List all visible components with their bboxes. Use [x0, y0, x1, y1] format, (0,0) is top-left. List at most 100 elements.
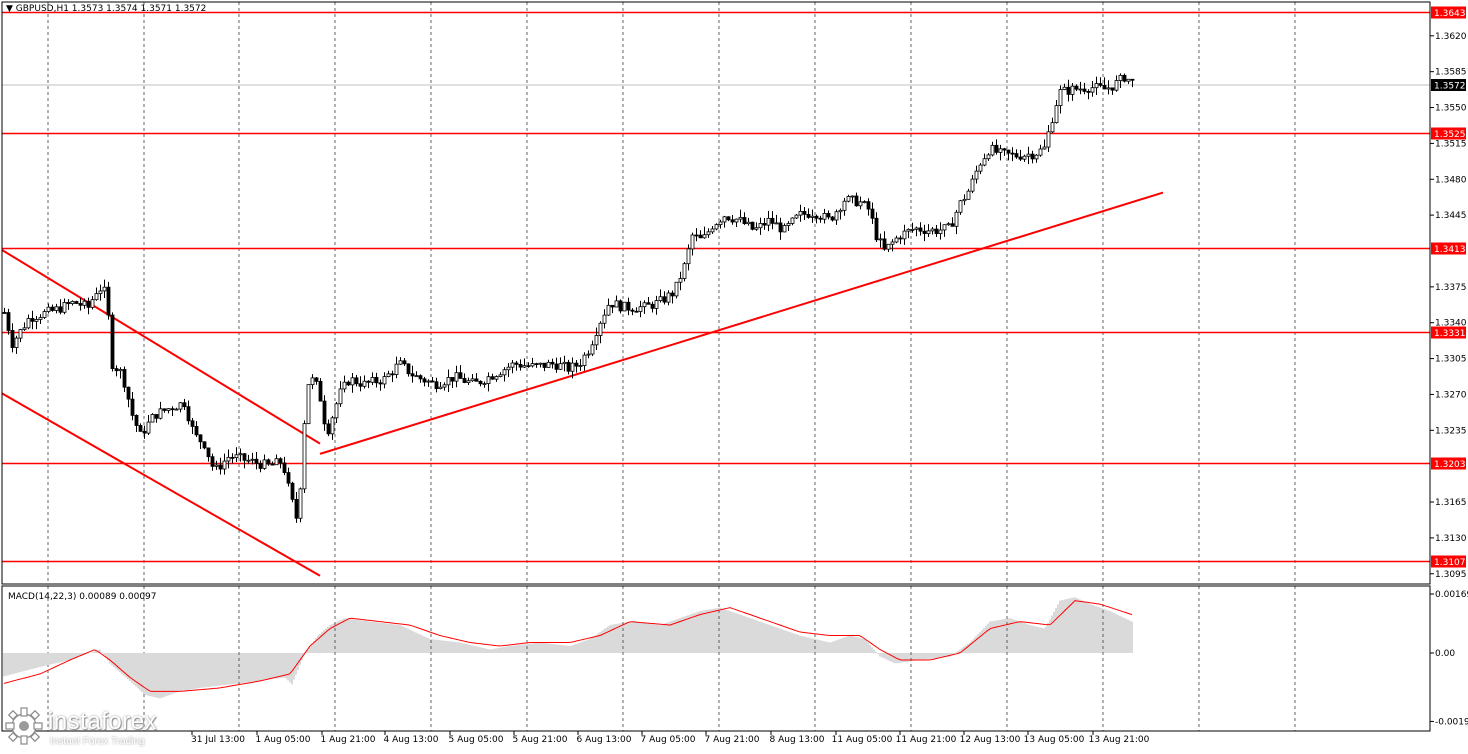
candle-body [974, 170, 979, 180]
level-label: 1.3107 [1434, 558, 1466, 568]
price-tick-label: 1.3480 [1435, 175, 1467, 185]
candle-body [362, 380, 367, 387]
candle-body [834, 211, 839, 221]
candle-body [950, 223, 955, 227]
candle-body [562, 361, 567, 365]
candle-body [1114, 80, 1119, 91]
candle-body [1054, 105, 1059, 124]
candle-body [518, 363, 523, 368]
candle-body [566, 361, 571, 372]
candle-body [894, 237, 899, 243]
candle-body [650, 303, 655, 309]
candle-body [414, 375, 419, 378]
macd-tick-label: -0.00196 [1435, 717, 1468, 727]
macd-tick-label: 0.00169 [1435, 590, 1468, 600]
candle-body [342, 381, 347, 390]
candle-body [482, 383, 487, 386]
candle-body [1002, 148, 1007, 151]
level-label: 1.3525 [1434, 130, 1466, 140]
candle-body [510, 362, 515, 368]
logo-tagline: Instant Forex Trading [50, 736, 145, 747]
candle-body [630, 309, 635, 312]
candle-body [618, 300, 623, 312]
candle-body [714, 224, 719, 230]
candle-body [662, 296, 667, 303]
candle-body [862, 201, 867, 203]
candle-body [578, 365, 583, 367]
time-axis[interactable]: 31 Jul 13:00 1 Aug 05:00 1 Aug 21:00 4 Aug … [191, 731, 1150, 745]
candle-body [146, 421, 151, 434]
candle-body [54, 306, 59, 311]
candle-body [26, 318, 31, 329]
candle-body [262, 459, 267, 469]
candle-body [1078, 88, 1083, 91]
candle-body [1046, 131, 1051, 148]
horizontal-levels [2, 11, 1430, 563]
candle-body [86, 300, 91, 308]
candle-body [810, 215, 815, 218]
candle-body [654, 300, 659, 309]
candle-body [1082, 88, 1087, 92]
price-axis[interactable]: 1.3620 1.3585 1.3550 1.3515 1.3480 1.3445 1.33… [1430, 32, 1467, 580]
candle-body [746, 221, 751, 225]
candle-body [334, 403, 339, 419]
candle-body [918, 227, 923, 232]
candle-body [66, 301, 71, 305]
candle-body [530, 363, 535, 367]
candle-body [210, 456, 215, 467]
candle-body [294, 498, 299, 519]
candle-body [958, 200, 963, 213]
candle-body [786, 223, 791, 226]
candle-body [826, 213, 831, 218]
candle-body [42, 311, 47, 319]
candle-body [38, 317, 43, 320]
candle-body [994, 144, 999, 153]
candle-body [550, 361, 555, 365]
candle-body [674, 281, 679, 297]
candle-body [802, 210, 807, 215]
macd-axis[interactable]: 0.00169 0.00 -0.00196 [1430, 590, 1468, 727]
candle-body [474, 378, 479, 382]
candle-body [998, 148, 1003, 153]
candle-body [266, 459, 271, 465]
price-tick-label: 1.3375 [1435, 283, 1467, 293]
candle-body [1090, 87, 1095, 93]
level-label-bg [1431, 127, 1466, 140]
candle-body [978, 164, 983, 172]
candle-body [454, 372, 459, 382]
candle-body [186, 406, 191, 422]
candle-body [118, 369, 123, 372]
candle-body [966, 190, 971, 200]
candle-body [6, 312, 11, 331]
candle-body [590, 344, 595, 355]
candle-body [594, 335, 599, 346]
candle-body [754, 227, 759, 230]
candle-body [1130, 78, 1135, 81]
candle-body [154, 414, 159, 419]
trend-line-downtrend-channel-lower [1, 392, 321, 577]
candle-body [1030, 153, 1035, 160]
candle-body [330, 417, 335, 435]
candle-body [378, 382, 383, 385]
symbol-header: ▼ GBPUSD,H1 1.3573 1.3574 1.3571 1.3572 [6, 4, 207, 14]
candle-body [534, 363, 539, 365]
candle-body [314, 377, 319, 382]
trend-line-uptrend-support [319, 191, 1164, 455]
candle-body [682, 263, 687, 279]
time-tick-label: 11 Aug 05:00 [832, 735, 893, 745]
candle-body [182, 402, 187, 408]
candle-body [906, 228, 911, 232]
macd-signal [3, 600, 1133, 692]
candle-body [982, 158, 987, 166]
macd-header: MACD(14,22,3) 0.00089 0.00097 [8, 592, 157, 602]
candle-body [442, 384, 447, 388]
candle-body [178, 402, 183, 410]
candle-body [522, 365, 527, 368]
candle-body [286, 472, 291, 484]
price-tick-label: 1.3620 [1435, 32, 1467, 42]
candle-body [750, 221, 755, 230]
price-tick-label: 1.3270 [1435, 390, 1467, 400]
candle-body [874, 217, 879, 241]
candle-body [818, 217, 823, 220]
current-price-label: 1.3572 [1434, 81, 1466, 91]
